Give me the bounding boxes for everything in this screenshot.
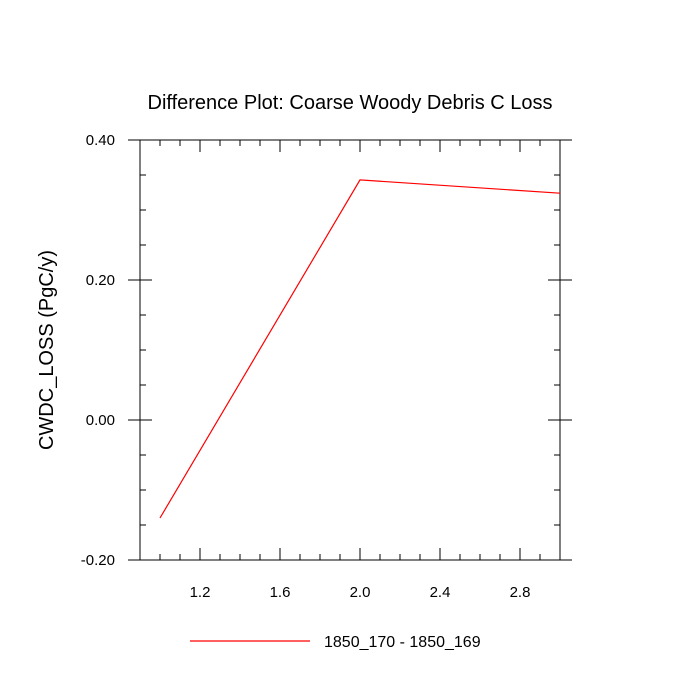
y-tick-label: 0.20: [86, 272, 115, 289]
x-tick-label: 1.6: [270, 584, 291, 601]
x-tick-label: 1.2: [190, 584, 211, 601]
y-tick-label: -0.20: [81, 552, 115, 569]
y-tick-label: 0.00: [86, 412, 115, 429]
plot-area: 1.2 1.6 2.0 2.4 2.8 -0.20 0.00 0.20 0.40: [81, 132, 572, 601]
legend: 1850_170 - 1850_169: [190, 634, 481, 651]
series-line: [159, 179, 561, 519]
x-tick-label: 2.8: [510, 584, 531, 601]
chart-title: Difference Plot: Coarse Woody Debris C L…: [148, 92, 553, 114]
legend-label: 1850_170 - 1850_169: [324, 634, 481, 651]
x-tick-label: 2.0: [350, 584, 371, 601]
x-tick-label: 2.4: [430, 584, 451, 601]
y-tick-label: 0.40: [86, 132, 115, 149]
y-axis-label: CWDC_LOSS (PgC/y): [36, 250, 58, 450]
plot-frame: [139, 139, 561, 561]
